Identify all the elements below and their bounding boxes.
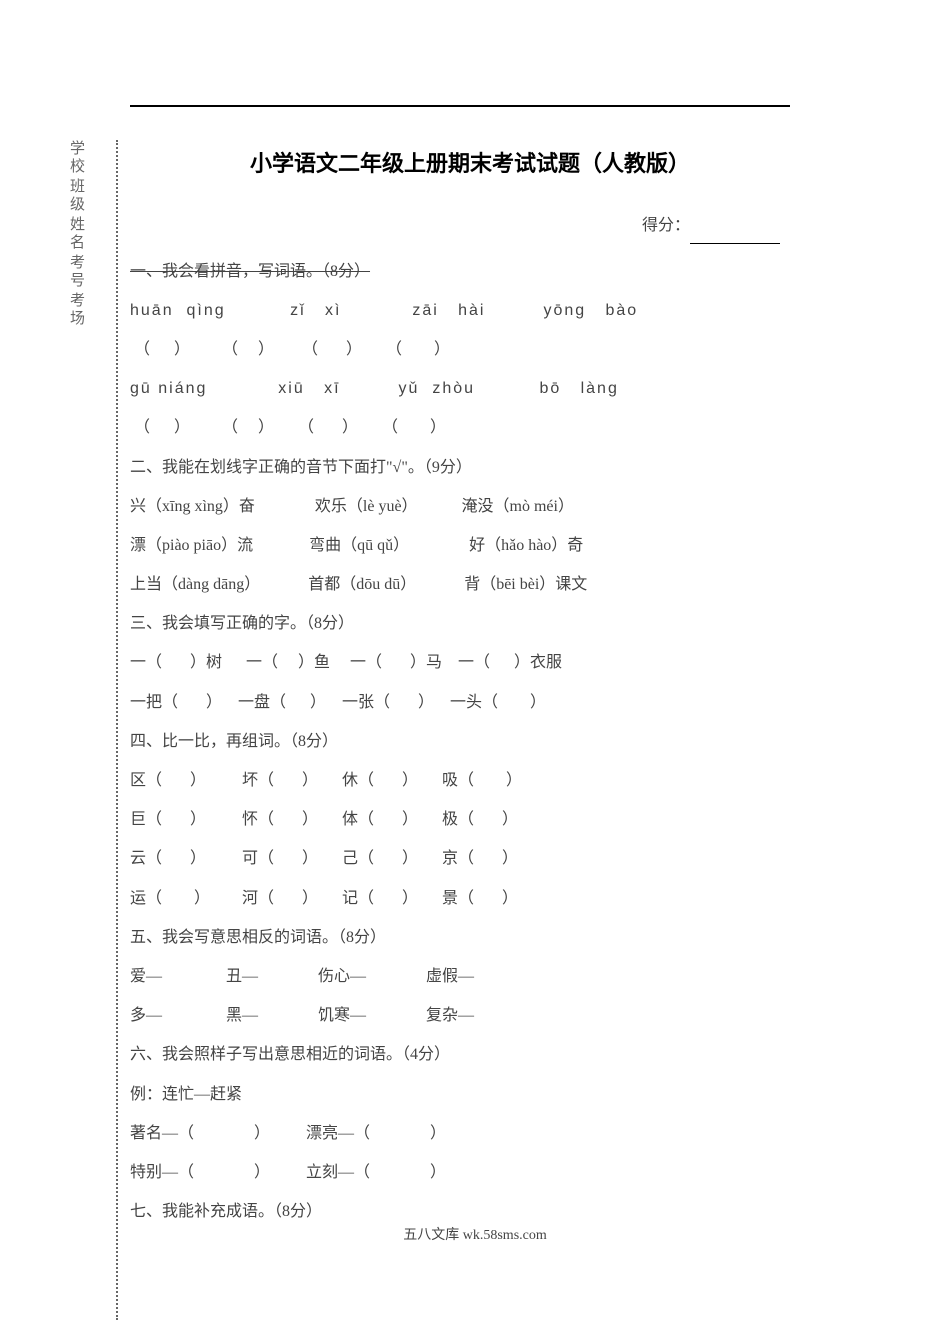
binding-sidebar: 学校 班级 姓名 考号 考场 <box>70 140 90 330</box>
s5-row2: 多— 黑— 饥寒— 复杂— <box>130 998 810 1033</box>
score-line: 得分： <box>130 208 810 243</box>
binding-dotted-line <box>116 140 118 1320</box>
s4-row3: 云（ ） 可（ ） 己（ ） 京（ ） <box>130 841 810 876</box>
s4-row4: 运（ ） 河（ ） 记（ ） 景（ ） <box>130 881 810 916</box>
s1-pinyin-row2: gū niáng xiū xī yǔ zhòu bō làng <box>130 371 810 406</box>
section-1-header: 一、我会看拼音，写词语。（8分） <box>130 254 810 289</box>
s5-row1: 爱— 丑— 伤心— 虚假— <box>130 959 810 994</box>
sidebar-label-class: 班级 <box>70 178 90 214</box>
section-3-header: 三、我会填写正确的字。（8分） <box>130 606 810 641</box>
s2-row3: 上当（dàng dāng） 首都（dōu dū） 背（bēi bèi）课文 <box>130 567 810 602</box>
page-title: 小学语文二年级上册期末考试试题（人教版） <box>130 140 810 188</box>
s6-example: 例：连忙—赶紧 <box>130 1077 810 1112</box>
s6-row2: 特别—（ ） 立刻—（ ） <box>130 1155 810 1190</box>
s4-row2: 巨（ ） 怀（ ） 体（ ） 极（ ） <box>130 802 810 837</box>
exam-content: 小学语文二年级上册期末考试试题（人教版） 得分： 一、我会看拼音，写词语。（8分… <box>130 140 810 1233</box>
header-rule <box>130 105 790 107</box>
s1-blanks-row2: （ ） （ ） （ ） （ ） <box>130 410 810 445</box>
s2-row2: 漂（piào piāo）流 弯曲（qū qǔ） 好（hǎo hào）奇 <box>130 528 810 563</box>
sidebar-label-name: 姓名 <box>70 216 90 252</box>
section-2-header: 二、我能在划线字正确的音节下面打"√"。（9分） <box>130 450 810 485</box>
s4-row1: 区（ ） 坏（ ） 休（ ） 吸（ ） <box>130 763 810 798</box>
s1-blanks-row1: （ ） （ ） （ ） （ ） <box>130 332 810 367</box>
sidebar-label-room: 考场 <box>70 292 90 328</box>
s1-pinyin-row1: huān qìng zǐ xì zāi hài yōng bào <box>130 293 810 328</box>
page-footer: 五八文库 wk.58sms.com <box>0 1224 950 1244</box>
sidebar-label-school: 学校 <box>70 140 90 176</box>
score-label: 得分： <box>642 217 690 234</box>
section-5-header: 五、我会写意思相反的词语。（8分） <box>130 920 810 955</box>
section-6-header: 六、我会照样子写出意思相近的词语。（4分） <box>130 1037 810 1072</box>
s2-row1: 兴（xīng xìng）奋 欢乐（lè yuè） 淹没（mò méi） <box>130 489 810 524</box>
s6-row1: 著名—（ ） 漂亮—（ ） <box>130 1116 810 1151</box>
section-4-header: 四、比一比，再组词。（8分） <box>130 724 810 759</box>
s3-row1: 一（ ）树 一（ ）鱼 一（ ）马 一（ ）衣服 <box>130 645 810 680</box>
score-blank <box>690 243 780 244</box>
sidebar-label-number: 考号 <box>70 254 90 290</box>
s3-row2: 一把（ ） 一盘（ ） 一张（ ） 一头（ ） <box>130 685 810 720</box>
